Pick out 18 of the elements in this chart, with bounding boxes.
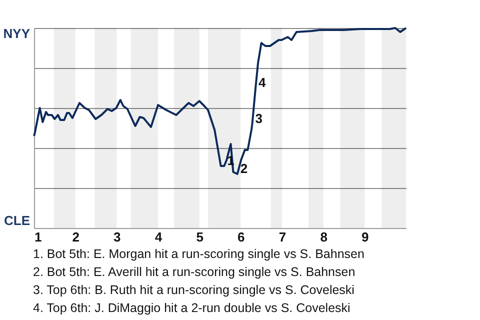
annotation: 2 xyxy=(240,161,248,176)
annotation: 4 xyxy=(258,75,267,90)
x-tick-label: 6 xyxy=(238,230,245,244)
x-tick-label: 2 xyxy=(72,230,80,244)
text: 3. Top 6th: B. Ruth hit a run-scoring single vs S. Coveleski xyxy=(33,283,354,297)
text: NYY xyxy=(3,26,30,41)
x-tick-label: 7 xyxy=(278,230,286,244)
x-tick-label: 4 xyxy=(154,230,163,244)
text: 4. Top 6th: J. DiMaggio hit a 2-run double vs S. Coveleski xyxy=(33,301,350,315)
x-tick-label: 9 xyxy=(362,230,369,244)
x-tick-label: 3 xyxy=(114,230,121,244)
annotation: 3 xyxy=(255,111,262,126)
text: 1. Bot 5th: E. Morgan hit a run-scoring single vs S. Bahnsen xyxy=(33,247,364,261)
x-tick-label: 1 xyxy=(34,230,42,244)
text: 2. Bot 5th: E. Averill hit a run-scoring single vs S. Bahnsen xyxy=(33,265,356,279)
text: CLE xyxy=(4,213,30,228)
x-tick-label: 5 xyxy=(196,230,204,244)
x-tick-label: 8 xyxy=(320,230,328,244)
